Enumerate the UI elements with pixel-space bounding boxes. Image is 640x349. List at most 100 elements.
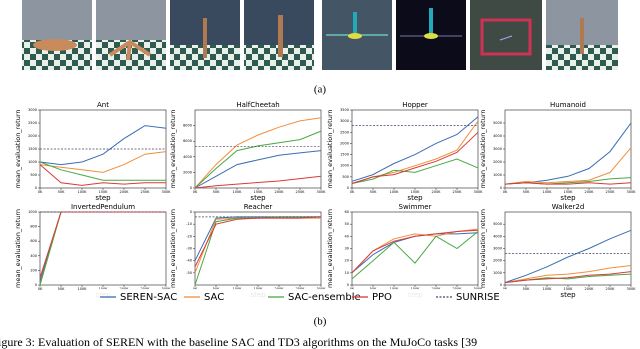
series-line — [351, 229, 479, 274]
y-tick-label: -40 — [186, 259, 192, 263]
env-image — [470, 0, 542, 70]
x-tick-label: 0K — [193, 190, 198, 194]
y-tick-label: 500 — [30, 173, 37, 177]
y-tick-label: 60 — [345, 210, 349, 214]
legend-box — [95, 289, 515, 304]
x-tick-label: 50K — [523, 190, 530, 194]
y-tick-label: -20 — [186, 234, 192, 238]
legend: SEREN-SAC SAC SAC-ensemble PPO SUNRISE — [95, 289, 515, 304]
y-tick-label: 500 — [342, 175, 349, 179]
series-line — [39, 164, 166, 186]
series-line — [504, 182, 632, 185]
x-tick-label: 0K — [38, 287, 43, 291]
y-tick-label: 600 — [30, 239, 37, 243]
x-tick-label: 250K — [606, 190, 616, 194]
y-tick-label: -10 — [186, 222, 192, 226]
x-tick-label: 100K — [390, 190, 400, 194]
y-axis-label: mean_evaluation_return — [326, 209, 334, 288]
legend-label: SAC-ensemble — [288, 292, 361, 303]
env-image — [22, 0, 92, 70]
series-line — [194, 150, 322, 189]
y-tick-label: 1000 — [493, 173, 502, 177]
x-tick-label: 200K — [585, 190, 595, 194]
series-line — [39, 151, 167, 173]
y-axis-label: mean_evaluation_return — [14, 209, 22, 288]
y-tick-label: 50 — [345, 222, 349, 226]
y-tick-label: 0 — [347, 283, 349, 287]
env-image — [546, 0, 618, 70]
y-tick-label: 3000 — [28, 108, 37, 112]
x-tick-label: 250K — [296, 190, 306, 194]
chart: Swimmermean_evaluation_returnstep0102030… — [326, 203, 483, 299]
series-line — [194, 130, 322, 189]
y-tick-label: 8000 — [183, 124, 192, 128]
chart: Reachermean_evaluation_returnstep-50-40-… — [169, 203, 326, 299]
y-axis-label: mean_evaluation_return — [169, 110, 177, 189]
y-tick-label: 0 — [347, 186, 349, 190]
x-tick-label: 150K — [564, 287, 574, 291]
series-line — [351, 158, 479, 184]
caption: igure 3: Evaluation of SEREN with the ba… — [0, 335, 477, 349]
env-image — [170, 0, 240, 70]
x-tick-label: 300K — [627, 190, 637, 194]
y-tick-label: 2000 — [183, 170, 192, 174]
x-tick-label: 200K — [432, 190, 442, 194]
y-tick-label: -30 — [186, 247, 192, 251]
series-line — [39, 125, 167, 166]
y-tick-label: 40 — [345, 234, 349, 238]
x-tick-label: 50K — [58, 287, 65, 291]
y-tick-label: 4000 — [493, 134, 502, 138]
env-image — [244, 0, 314, 70]
y-tick-label: 1000 — [493, 271, 502, 275]
x-axis-label: step — [407, 194, 423, 202]
y-tick-label: 6000 — [183, 139, 192, 143]
x-tick-label: 50K — [58, 190, 65, 194]
plot-area — [504, 109, 632, 189]
x-tick-label: 250K — [453, 190, 463, 194]
y-tick-label: 2500 — [28, 121, 37, 125]
x-axis-label: step — [560, 194, 576, 202]
chart: InvertedPendulummean_evaluation_returnst… — [14, 203, 171, 299]
x-tick-label: 100K — [78, 287, 88, 291]
y-tick-label: -50 — [186, 271, 192, 275]
x-axis-label: step — [95, 194, 111, 202]
x-tick-label: 300K — [474, 190, 484, 194]
chart-title: Hopper — [402, 101, 428, 109]
environment-images — [22, 0, 618, 70]
x-tick-label: 100K — [543, 190, 553, 194]
y-tick-label: 0 — [35, 186, 37, 190]
y-tick-label: 1500 — [28, 147, 37, 151]
y-tick-label: 3000 — [493, 247, 502, 251]
y-tick-label: 5000 — [493, 121, 502, 125]
y-tick-label: 1000 — [340, 164, 349, 168]
series-line — [504, 147, 632, 185]
series-line — [351, 131, 479, 184]
y-tick-label: 0 — [190, 186, 192, 190]
series-line — [351, 231, 479, 280]
env-image — [96, 0, 166, 70]
chart-title: Walker2d — [552, 203, 585, 211]
series-line — [351, 116, 479, 182]
x-tick-label: 300K — [317, 190, 327, 194]
y-tick-label: 5000 — [493, 222, 502, 226]
y-tick-label: 3000 — [340, 119, 349, 123]
chart-title: Humanoid — [550, 101, 586, 109]
plot-area — [39, 211, 167, 286]
env-image — [322, 0, 392, 70]
panel-label: (a) — [314, 84, 327, 96]
y-tick-label: 2000 — [340, 141, 349, 145]
series-line — [504, 271, 632, 284]
x-tick-label: 50K — [213, 190, 220, 194]
x-tick-label: 0K — [350, 190, 355, 194]
x-tick-label: 150K — [99, 190, 109, 194]
plot-area — [351, 211, 479, 286]
x-tick-label: 150K — [564, 190, 574, 194]
panel-label: (b) — [314, 316, 327, 328]
y-tick-label: 2000 — [28, 134, 37, 138]
chart-title: Reacher — [244, 203, 273, 211]
y-tick-label: 800 — [30, 225, 37, 229]
y-axis-label: mean_evaluation_return — [479, 209, 487, 288]
